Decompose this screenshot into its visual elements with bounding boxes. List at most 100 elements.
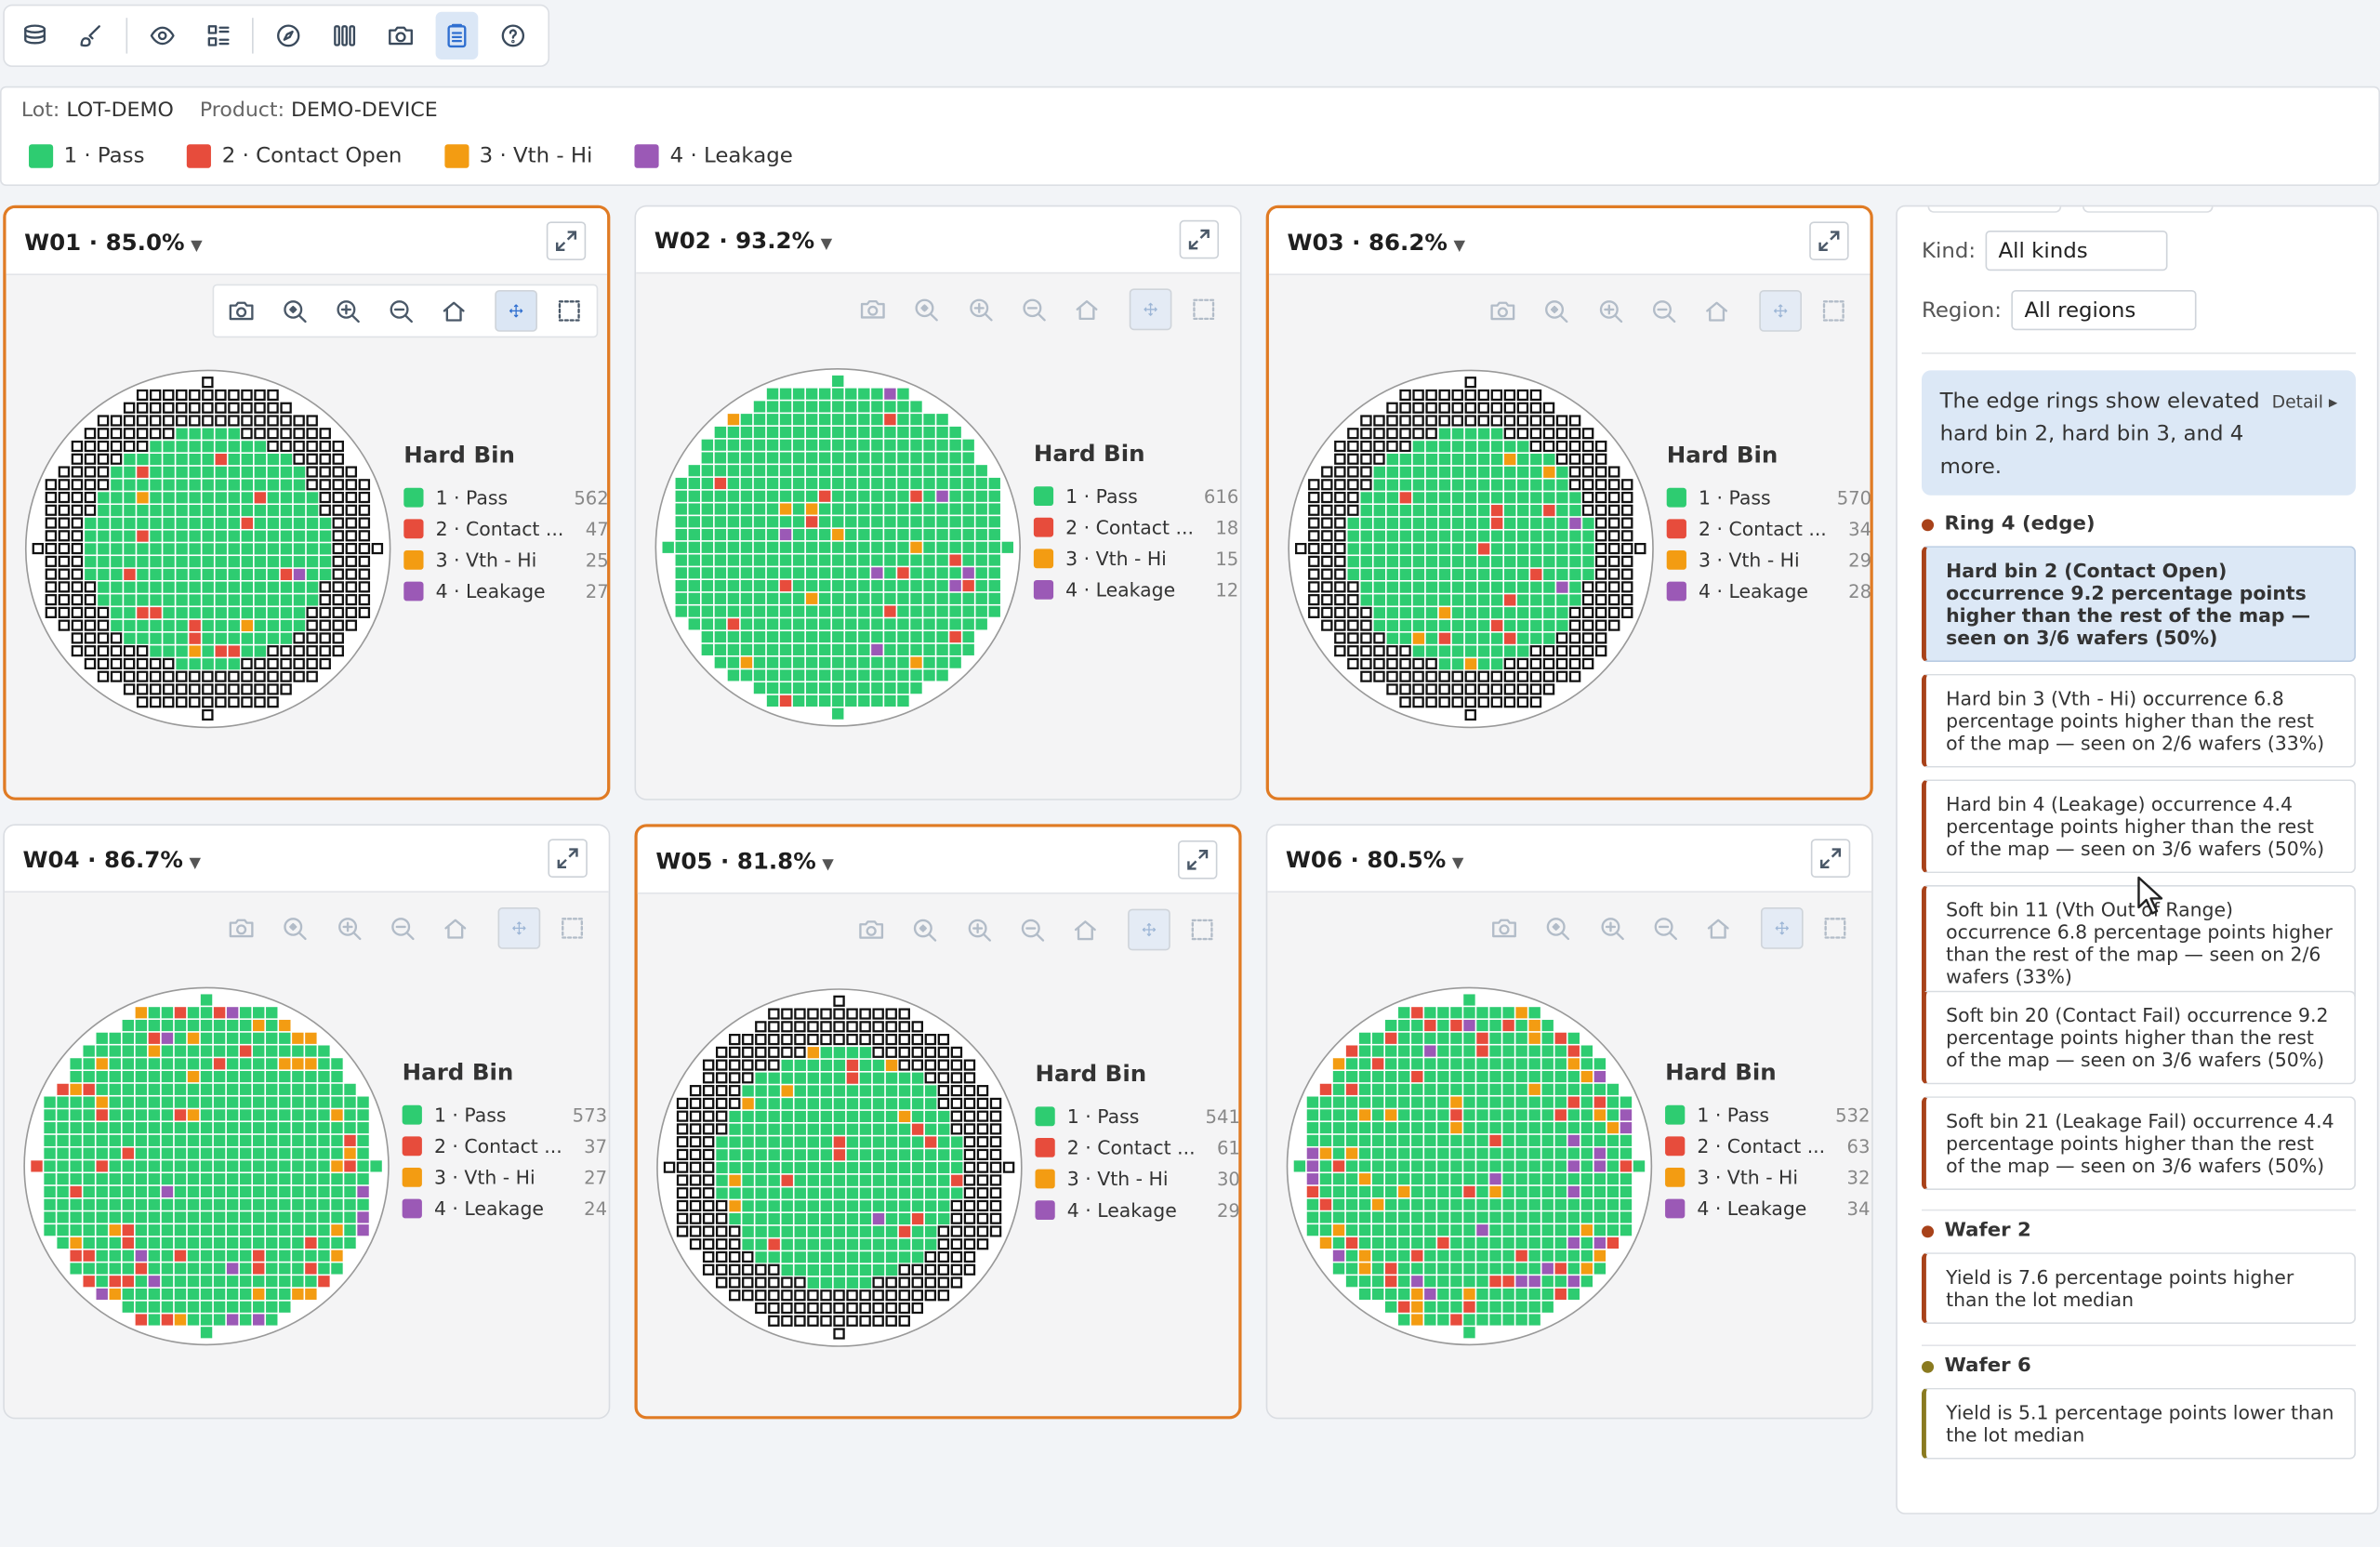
legend-item-pass[interactable]: 1 · Pass: [29, 144, 145, 168]
hard-bin-row[interactable]: 2 · Contact ... 61: [1035, 1132, 1238, 1164]
legend-item-vth-hi[interactable]: 3 · Vth - Hi: [444, 144, 592, 168]
pan-icon[interactable]: [1129, 288, 1172, 331]
zoom-out-icon[interactable]: [1644, 907, 1686, 949]
box-select-icon[interactable]: [1182, 909, 1224, 951]
box-select-icon[interactable]: [549, 290, 591, 332]
pan-icon[interactable]: [1760, 907, 1804, 949]
camera-icon[interactable]: [379, 12, 422, 60]
zoom-out-icon[interactable]: [379, 290, 422, 332]
hard-bin-row[interactable]: 1 · Pass 532: [1665, 1099, 1870, 1130]
hard-bin-row[interactable]: 2 · Contact ... 18: [1033, 511, 1238, 543]
hard-bin-row[interactable]: 4 · Leakage 29: [1035, 1195, 1238, 1226]
hard-bin-row[interactable]: 1 · Pass 562: [403, 482, 607, 513]
zoom-reset-icon[interactable]: [272, 290, 315, 332]
wafer-map[interactable]: [650, 982, 1029, 1354]
chevron-down-icon[interactable]: ▼: [1451, 855, 1464, 872]
hard-bin-row[interactable]: 2 · Contact ... 37: [402, 1130, 607, 1162]
wafer-title[interactable]: W04 · 86.7% ▼: [22, 846, 201, 873]
camera-icon[interactable]: [850, 909, 892, 951]
eye-icon[interactable]: [140, 12, 183, 60]
expand-button[interactable]: [546, 221, 587, 260]
home-icon[interactable]: [1696, 290, 1739, 332]
hard-bin-row[interactable]: 1 · Pass 573: [402, 1099, 607, 1130]
chevron-down-icon[interactable]: ▼: [1453, 238, 1466, 255]
finding-card[interactable]: Hard bin 3 (Vth - Hi) occurrence 6.8 per…: [1921, 673, 2356, 768]
hard-bin-row[interactable]: 2 · Contact ... 47: [403, 513, 607, 545]
zoom-in-icon[interactable]: [327, 907, 370, 949]
chevron-down-icon[interactable]: ▼: [820, 236, 833, 253]
home-icon[interactable]: [1066, 288, 1109, 330]
legend-item-contact-open[interactable]: 2 · Contact Open: [187, 144, 402, 168]
zoom-in-icon[interactable]: [1590, 907, 1633, 949]
layers-icon[interactable]: [14, 12, 57, 60]
pan-icon[interactable]: [495, 290, 538, 332]
kind-select[interactable]: All kinds: [1984, 231, 2167, 271]
expand-button[interactable]: [548, 839, 588, 878]
tab-stub[interactable]: [2082, 206, 2214, 213]
zoom-in-icon[interactable]: [1589, 290, 1632, 332]
wafer-map[interactable]: [19, 363, 398, 734]
wafer-map[interactable]: [17, 980, 396, 1352]
chevron-down-icon[interactable]: ▼: [822, 856, 834, 874]
home-icon[interactable]: [433, 290, 476, 332]
hard-bin-row[interactable]: 4 · Leakage 34: [1665, 1193, 1870, 1224]
home-icon[interactable]: [1698, 907, 1740, 949]
chevron-down-icon[interactable]: ▼: [189, 855, 202, 872]
camera-icon[interactable]: [851, 288, 893, 330]
hard-bin-row[interactable]: 4 · Leakage 27: [403, 575, 607, 607]
hard-bin-row[interactable]: 4 · Leakage 24: [402, 1193, 607, 1224]
camera-icon[interactable]: [219, 290, 262, 332]
home-icon[interactable]: [1064, 909, 1107, 951]
hard-bin-row[interactable]: 1 · Pass 541: [1035, 1101, 1238, 1132]
zoom-in-icon[interactable]: [959, 288, 1001, 330]
home-icon[interactable]: [435, 907, 478, 949]
expand-button[interactable]: [1809, 221, 1849, 260]
zoom-reset-icon[interactable]: [904, 909, 946, 951]
zoom-out-icon[interactable]: [1011, 909, 1053, 951]
camera-icon[interactable]: [219, 907, 262, 949]
expand-button[interactable]: [1810, 839, 1851, 878]
compass-icon[interactable]: [267, 12, 310, 60]
camera-icon[interactable]: [1483, 907, 1526, 949]
wafer-map[interactable]: [648, 362, 1027, 734]
wafer-title[interactable]: W05 · 81.8% ▼: [655, 848, 834, 875]
hard-bin-row[interactable]: 3 · Vth - Hi 30: [1035, 1163, 1238, 1195]
hard-bin-row[interactable]: 3 · Vth - Hi 32: [1665, 1162, 1870, 1194]
wafer-title[interactable]: W06 · 80.5% ▼: [1286, 846, 1464, 873]
finding-card[interactable]: Soft bin 21 (Leakage Fail) occurrence 4.…: [1921, 1096, 2356, 1190]
zoom-in-icon[interactable]: [326, 290, 369, 332]
hard-bin-row[interactable]: 3 · Vth - Hi 27: [402, 1162, 607, 1194]
clipboard-icon[interactable]: [435, 11, 479, 60]
help-icon[interactable]: [492, 12, 535, 60]
region-select[interactable]: All regions: [2010, 290, 2196, 331]
hard-bin-row[interactable]: 4 · Leakage 12: [1033, 575, 1238, 606]
pan-icon[interactable]: [1758, 290, 1802, 332]
wafer-title[interactable]: W02 · 93.2% ▼: [654, 228, 833, 255]
expand-button[interactable]: [1177, 840, 1218, 879]
box-select-icon[interactable]: [1813, 290, 1856, 332]
pan-icon[interactable]: [497, 907, 540, 949]
zoom-in-icon[interactable]: [957, 909, 999, 951]
legend-item-leakage[interactable]: 4 · Leakage: [635, 144, 793, 168]
pan-icon[interactable]: [1127, 908, 1170, 951]
wafer-title[interactable]: W03 · 86.2% ▼: [1288, 229, 1466, 256]
zoom-reset-icon[interactable]: [1536, 907, 1579, 949]
finding-card[interactable]: Hard bin 4 (Leakage) occurrence 4.4 perc…: [1921, 779, 2356, 874]
wafer-map[interactable]: [1279, 980, 1659, 1352]
hard-bin-row[interactable]: 3 · Vth - Hi 29: [1666, 545, 1870, 576]
brush-icon[interactable]: [70, 12, 112, 60]
zoom-reset-icon[interactable]: [1535, 290, 1578, 332]
list-icon[interactable]: [196, 12, 239, 60]
hard-bin-row[interactable]: 4 · Leakage 28: [1666, 575, 1870, 607]
hard-bin-row[interactable]: 1 · Pass 570: [1666, 482, 1870, 513]
box-select-icon[interactable]: [1183, 288, 1225, 330]
zoom-out-icon[interactable]: [381, 907, 424, 949]
finding-card[interactable]: Yield is 5.1 percentage points lower tha…: [1921, 1387, 2356, 1460]
zoom-out-icon[interactable]: [1012, 288, 1055, 330]
hard-bin-row[interactable]: 2 · Contact ... 34: [1666, 513, 1870, 545]
zoom-reset-icon[interactable]: [905, 288, 947, 330]
columns-icon[interactable]: [324, 12, 366, 60]
wafer-title[interactable]: W01 · 85.0% ▼: [24, 229, 203, 256]
hard-bin-row[interactable]: 1 · Pass 616: [1033, 481, 1238, 512]
tab-stub[interactable]: [1927, 206, 2062, 213]
